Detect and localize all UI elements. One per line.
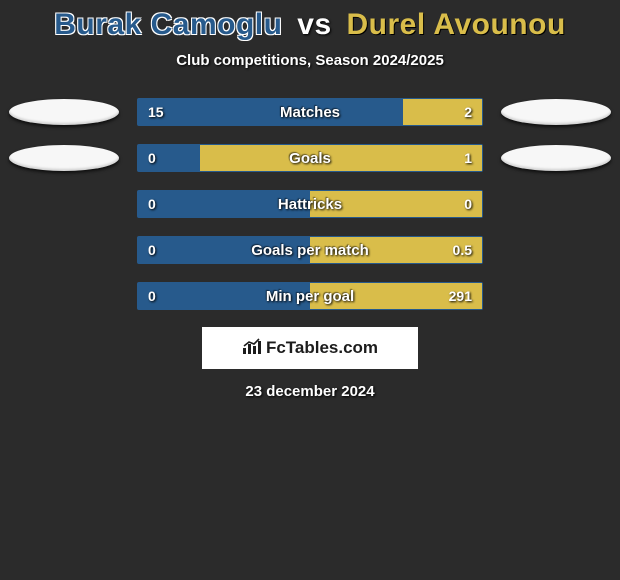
team-badge-right [501, 99, 611, 125]
stat-row: Goals per match00.5 [0, 235, 620, 265]
logo-text: FcTables.com [266, 338, 378, 358]
bar-segment-player2 [310, 191, 482, 217]
stat-row: Matches152 [0, 97, 620, 127]
bar-segment-player1 [138, 145, 200, 171]
bar-segment-player2 [403, 99, 482, 125]
team-badge-right [501, 145, 611, 171]
stat-bar: Hattricks00 [137, 190, 483, 218]
stat-row: Hattricks00 [0, 189, 620, 219]
stat-bar: Goals per match00.5 [137, 236, 483, 264]
team-badge-left [9, 145, 119, 171]
comparison-infographic: Burak Camoglu vs Durel Avounou Club comp… [0, 0, 620, 400]
stat-bar: Min per goal0291 [137, 282, 483, 310]
stat-row: Goals01 [0, 143, 620, 173]
stat-bar: Matches152 [137, 98, 483, 126]
title-player2: Durel Avounou [347, 8, 566, 41]
bar-segment-player1 [138, 237, 310, 263]
title-vs: vs [297, 8, 331, 41]
bar-segment-player1 [138, 191, 310, 217]
title-row: Burak Camoglu vs Durel Avounou [0, 8, 620, 42]
bar-segment-player1 [138, 283, 310, 309]
bar-segment-player1 [138, 99, 403, 125]
logo-chart-icon [242, 338, 262, 359]
date-text: 23 december 2024 [0, 383, 620, 400]
subtitle: Club competitions, Season 2024/2025 [0, 52, 620, 69]
bar-segment-player2 [310, 237, 482, 263]
stat-rows: Matches152 Goals01 Hattricks00 Goals per ma… [0, 97, 620, 311]
bar-segment-player2 [310, 283, 482, 309]
bar-segment-player2 [200, 145, 482, 171]
stat-bar: Goals01 [137, 144, 483, 172]
source-logo: FcTables.com [202, 327, 418, 369]
team-badge-left [9, 99, 119, 125]
stat-row: Min per goal0291 [0, 281, 620, 311]
title-player1: Burak Camoglu [54, 8, 282, 41]
